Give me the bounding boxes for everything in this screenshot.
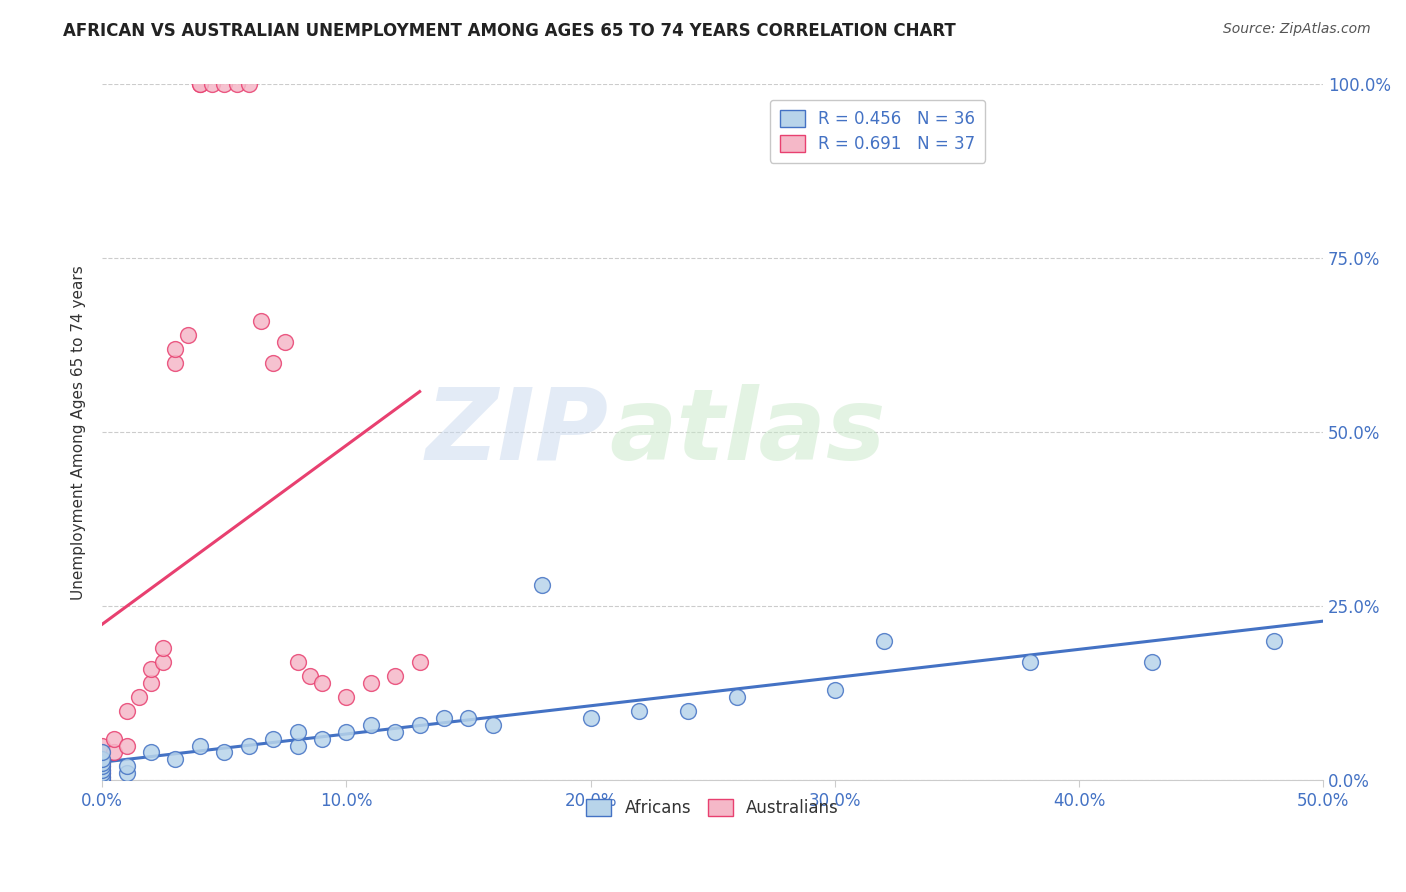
Point bbox=[1140, 655, 1163, 669]
Point bbox=[298, 669, 321, 683]
Point bbox=[360, 676, 382, 690]
Y-axis label: Unemployment Among Ages 65 to 74 years: Unemployment Among Ages 65 to 74 years bbox=[72, 265, 86, 599]
Point bbox=[1019, 655, 1042, 669]
Point bbox=[139, 746, 162, 760]
Point bbox=[408, 655, 430, 669]
Text: Source: ZipAtlas.com: Source: ZipAtlas.com bbox=[1223, 22, 1371, 37]
Point bbox=[91, 759, 114, 773]
Legend: Africans, Australians: Africans, Australians bbox=[579, 793, 845, 824]
Point bbox=[103, 746, 125, 760]
Point bbox=[287, 655, 309, 669]
Point bbox=[91, 759, 114, 773]
Point bbox=[115, 704, 138, 718]
Point bbox=[225, 78, 247, 92]
Point bbox=[91, 739, 114, 753]
Point bbox=[165, 752, 187, 766]
Point bbox=[238, 78, 260, 92]
Point bbox=[176, 328, 198, 343]
Point bbox=[335, 724, 357, 739]
Point bbox=[165, 342, 187, 356]
Point bbox=[152, 655, 174, 669]
Text: AFRICAN VS AUSTRALIAN UNEMPLOYMENT AMONG AGES 65 TO 74 YEARS CORRELATION CHART: AFRICAN VS AUSTRALIAN UNEMPLOYMENT AMONG… bbox=[63, 22, 956, 40]
Point bbox=[188, 78, 211, 92]
Point bbox=[530, 578, 553, 592]
Point bbox=[139, 676, 162, 690]
Point bbox=[115, 739, 138, 753]
Point bbox=[408, 717, 430, 731]
Point bbox=[238, 739, 260, 753]
Point bbox=[115, 759, 138, 773]
Point bbox=[384, 669, 406, 683]
Point bbox=[360, 717, 382, 731]
Point bbox=[91, 766, 114, 780]
Point bbox=[262, 356, 284, 370]
Point bbox=[91, 746, 114, 760]
Point bbox=[311, 731, 333, 746]
Point bbox=[91, 752, 114, 766]
Text: ZIP: ZIP bbox=[426, 384, 609, 481]
Point bbox=[287, 724, 309, 739]
Point bbox=[91, 763, 114, 777]
Point bbox=[91, 766, 114, 780]
Point bbox=[457, 711, 479, 725]
Point bbox=[201, 78, 224, 92]
Point bbox=[91, 756, 114, 770]
Point bbox=[384, 724, 406, 739]
Point bbox=[91, 773, 114, 788]
Point bbox=[139, 662, 162, 676]
Point bbox=[250, 314, 273, 328]
Point bbox=[91, 770, 114, 784]
Point bbox=[188, 78, 211, 92]
Point bbox=[725, 690, 748, 704]
Point bbox=[214, 78, 236, 92]
Point bbox=[214, 746, 236, 760]
Point bbox=[91, 752, 114, 766]
Point bbox=[128, 690, 150, 704]
Point bbox=[335, 690, 357, 704]
Point bbox=[152, 641, 174, 656]
Point bbox=[579, 711, 602, 725]
Point bbox=[91, 756, 114, 770]
Point bbox=[824, 682, 846, 697]
Point bbox=[262, 731, 284, 746]
Point bbox=[91, 763, 114, 777]
Point bbox=[115, 766, 138, 780]
Point bbox=[482, 717, 505, 731]
Point bbox=[165, 356, 187, 370]
Point bbox=[91, 746, 114, 760]
Point bbox=[91, 770, 114, 784]
Point bbox=[103, 731, 125, 746]
Point bbox=[1263, 634, 1285, 648]
Point bbox=[433, 711, 456, 725]
Point bbox=[872, 634, 894, 648]
Point bbox=[274, 334, 297, 349]
Point bbox=[628, 704, 651, 718]
Point bbox=[311, 676, 333, 690]
Text: atlas: atlas bbox=[609, 384, 886, 481]
Point bbox=[91, 773, 114, 788]
Point bbox=[188, 739, 211, 753]
Point bbox=[678, 704, 700, 718]
Point bbox=[287, 739, 309, 753]
